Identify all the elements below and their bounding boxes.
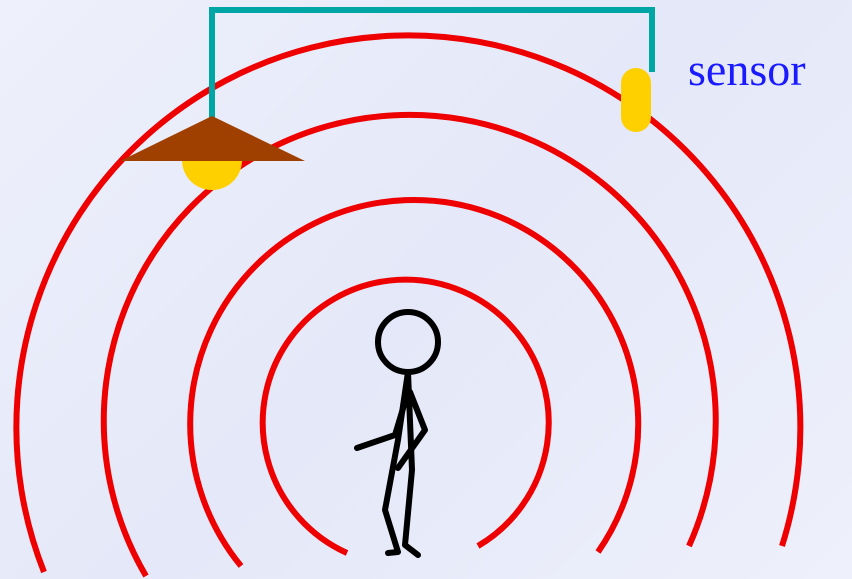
sensor-label: sensor xyxy=(688,44,806,95)
lampshade xyxy=(120,116,305,161)
person xyxy=(357,312,438,555)
head xyxy=(378,312,438,372)
page: {"sensor_label": "sensor"} sensor (() =>… xyxy=(0,0,852,579)
bulb xyxy=(182,160,242,190)
diagram: sensor xyxy=(0,0,852,579)
sensor xyxy=(621,68,651,132)
wire xyxy=(212,10,652,118)
wave-arc xyxy=(190,200,638,566)
